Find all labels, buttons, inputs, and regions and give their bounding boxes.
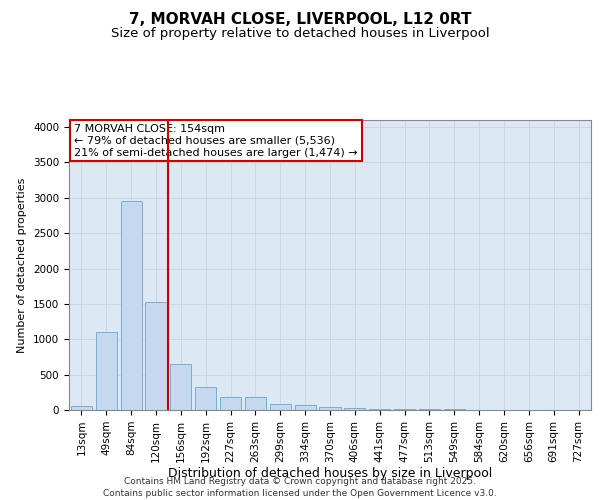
Bar [71, 406, 92, 410]
Text: 7, MORVAH CLOSE, LIVERPOOL, L12 0RT: 7, MORVAH CLOSE, LIVERPOOL, L12 0RT [129, 12, 471, 28]
Bar [245, 397, 266, 410]
Text: 7 MORVAH CLOSE: 154sqm
← 79% of detached houses are smaller (5,536)
21% of semi-: 7 MORVAH CLOSE: 154sqm ← 79% of detached… [74, 124, 358, 158]
Bar [344, 408, 365, 410]
Text: Contains HM Land Registry data © Crown copyright and database right 2025.
Contai: Contains HM Land Registry data © Crown c… [103, 476, 497, 498]
Y-axis label: Number of detached properties: Number of detached properties [17, 178, 28, 352]
Text: Size of property relative to detached houses in Liverpool: Size of property relative to detached ho… [110, 28, 490, 40]
Bar [369, 408, 390, 410]
Bar [145, 302, 167, 410]
Bar [195, 386, 216, 410]
Bar [96, 332, 117, 410]
Bar [319, 407, 341, 410]
Bar [121, 200, 142, 410]
X-axis label: Distribution of detached houses by size in Liverpool: Distribution of detached houses by size … [168, 468, 492, 480]
Bar [295, 405, 316, 410]
Bar [170, 364, 191, 410]
Bar [270, 404, 291, 410]
Bar [394, 409, 415, 410]
Bar [220, 396, 241, 410]
